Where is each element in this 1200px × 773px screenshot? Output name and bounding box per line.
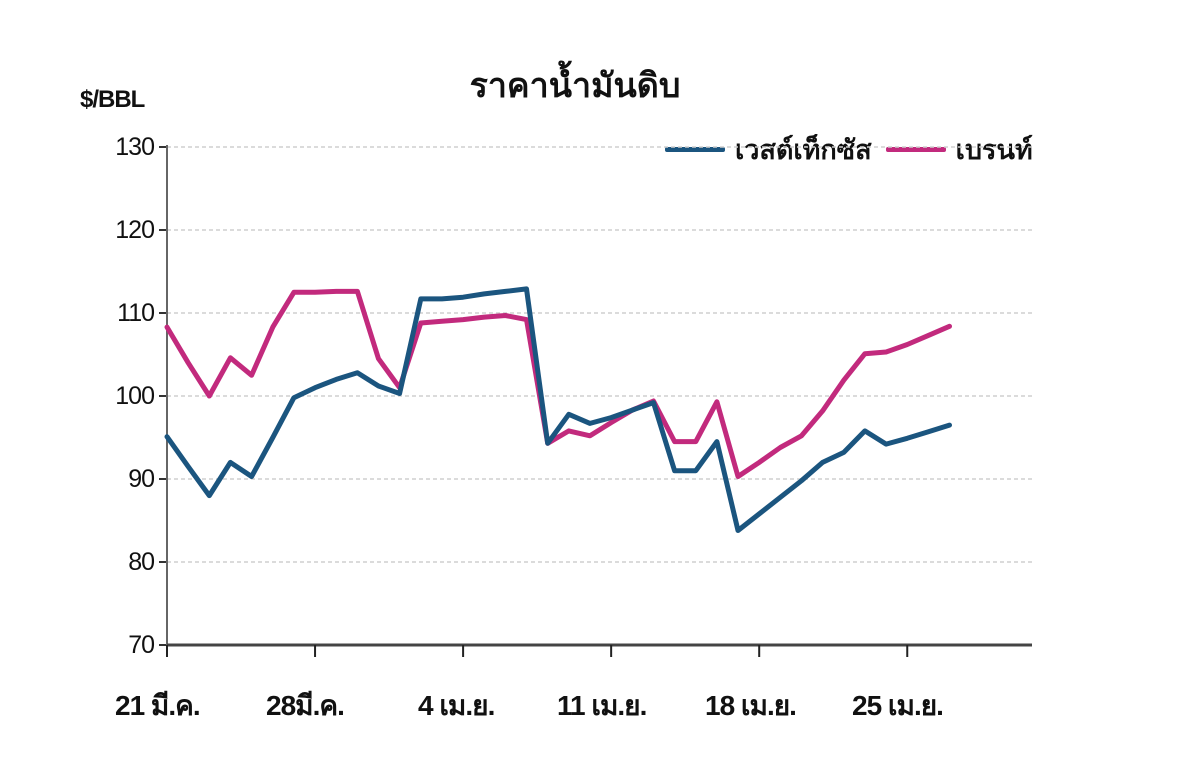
series-line-wti xyxy=(164,286,952,533)
legend-item-wti: เวสต์เท็กซัส xyxy=(665,128,872,171)
gridlines xyxy=(167,146,1032,563)
legend-label-wti: เวสต์เท็กซัส xyxy=(735,135,872,165)
y-tick-100: 100 xyxy=(115,382,155,410)
x-tick-3: 11 เม.ย. xyxy=(557,690,647,721)
y-tick-90: 90 xyxy=(128,465,155,493)
x-tick-2: 4 เม.ย. xyxy=(418,690,495,721)
y-tick-70: 70 xyxy=(128,631,155,659)
data-series xyxy=(164,286,952,533)
chart-legend: เวสต์เท็กซัส เบรนท์ xyxy=(665,128,1047,171)
x-tick-4: 18 เม.ย. xyxy=(705,690,797,721)
y-tick-120: 120 xyxy=(115,216,155,244)
y-axis-unit-label: $/BBL xyxy=(80,86,145,113)
legend-swatch-wti xyxy=(665,147,725,152)
legend-item-brent: เบรนท์ xyxy=(885,128,1033,171)
y-tick-130: 130 xyxy=(115,133,155,161)
x-tick-0: 21 มี.ค. xyxy=(115,690,201,721)
y-tick-80: 80 xyxy=(128,548,155,576)
chart-title: ราคาน้ำมันดิบ xyxy=(469,67,681,105)
axes xyxy=(159,145,1032,657)
legend-label-brent: เบรนท์ xyxy=(955,135,1033,165)
legend-swatch-brent xyxy=(885,147,946,152)
series-line-brent xyxy=(164,288,952,479)
x-tick-5: 25 เม.ย. xyxy=(852,690,944,721)
x-tick-1: 28มี.ค. xyxy=(266,690,345,721)
y-tick-110: 110 xyxy=(117,299,155,327)
